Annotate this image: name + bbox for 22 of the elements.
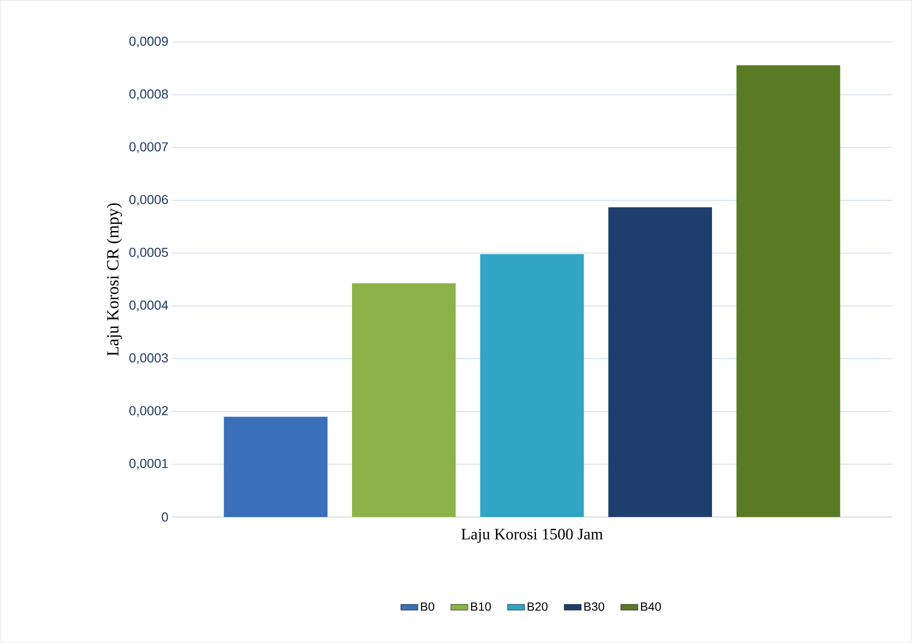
y-axis-title: Laju Korosi CR (mpy) [106, 203, 122, 356]
legend-label: B20 [528, 602, 548, 611]
y-tick-label: 0,0009 [129, 36, 168, 48]
y-tick-label: 0,0005 [129, 248, 168, 258]
bar [352, 283, 456, 517]
y-tick-label: 0,0003 [129, 353, 168, 364]
y-tick-label: 0,0004 [129, 300, 168, 312]
y-tick-label: 0,0008 [129, 89, 168, 100]
bar [480, 254, 584, 517]
bar [608, 207, 712, 517]
legend-label: B40 [641, 602, 661, 611]
bar [224, 416, 328, 517]
legend-label: B30 [584, 602, 604, 611]
legend-label: B10 [471, 602, 491, 611]
bar [736, 65, 840, 517]
y-tick-label: 0,0002 [129, 406, 168, 417]
y-tick-label: 0,0007 [129, 142, 168, 153]
y-tick-label: 0 [162, 512, 168, 522]
x-tick-label: Laju Korosi 1500 Jam [461, 528, 603, 543]
legend-label: B0 [421, 602, 434, 611]
y-tick-label: 0,0001 [129, 458, 168, 470]
y-tick-label: 0,0006 [129, 194, 168, 206]
